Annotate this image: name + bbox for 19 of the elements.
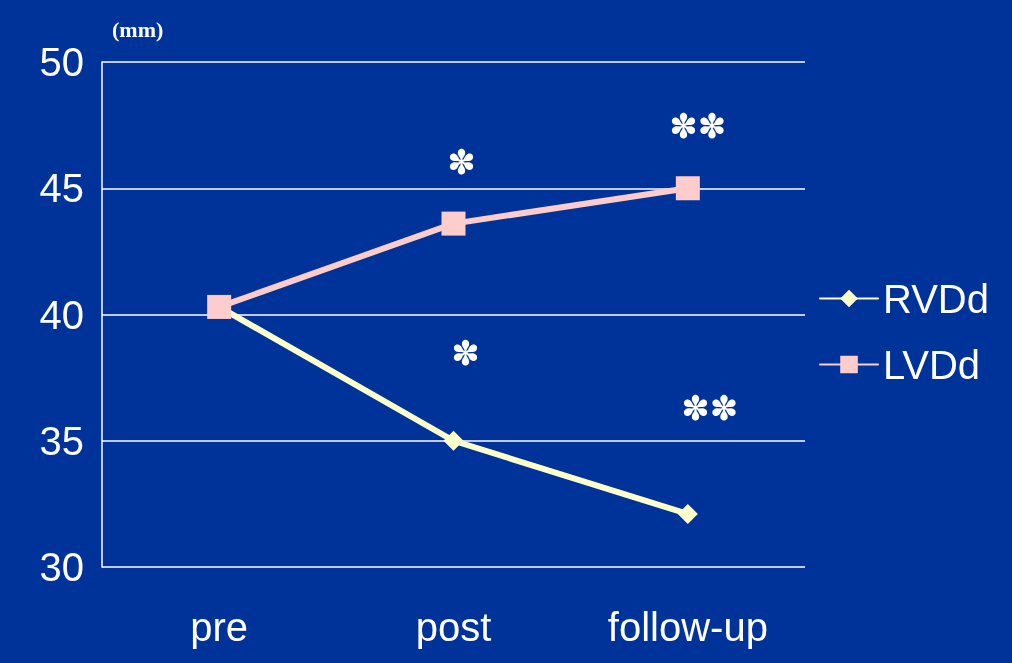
annotation: ✽✽ bbox=[669, 106, 727, 147]
x-tick-label: post bbox=[415, 605, 492, 649]
y-axis-title: (mm) bbox=[112, 16, 164, 42]
y-tick-label: 35 bbox=[39, 418, 84, 463]
y-tick-label: 40 bbox=[39, 292, 84, 337]
y-tick-label: 45 bbox=[39, 166, 84, 211]
x-tick-label: follow-up bbox=[607, 605, 768, 649]
point bbox=[443, 430, 464, 451]
legend-label: RVDd bbox=[883, 276, 990, 321]
annotation: ✽ bbox=[451, 332, 480, 373]
annotation: ✽ bbox=[447, 141, 476, 182]
y-tick-label: 50 bbox=[39, 40, 84, 84]
point bbox=[677, 503, 698, 524]
point bbox=[675, 176, 700, 201]
point bbox=[441, 211, 466, 236]
legend-label: LVDd bbox=[883, 342, 981, 387]
x-tick-label: pre bbox=[190, 605, 249, 649]
y-tick-label: 30 bbox=[39, 545, 84, 589]
annotation: ✽✽ bbox=[681, 387, 739, 428]
